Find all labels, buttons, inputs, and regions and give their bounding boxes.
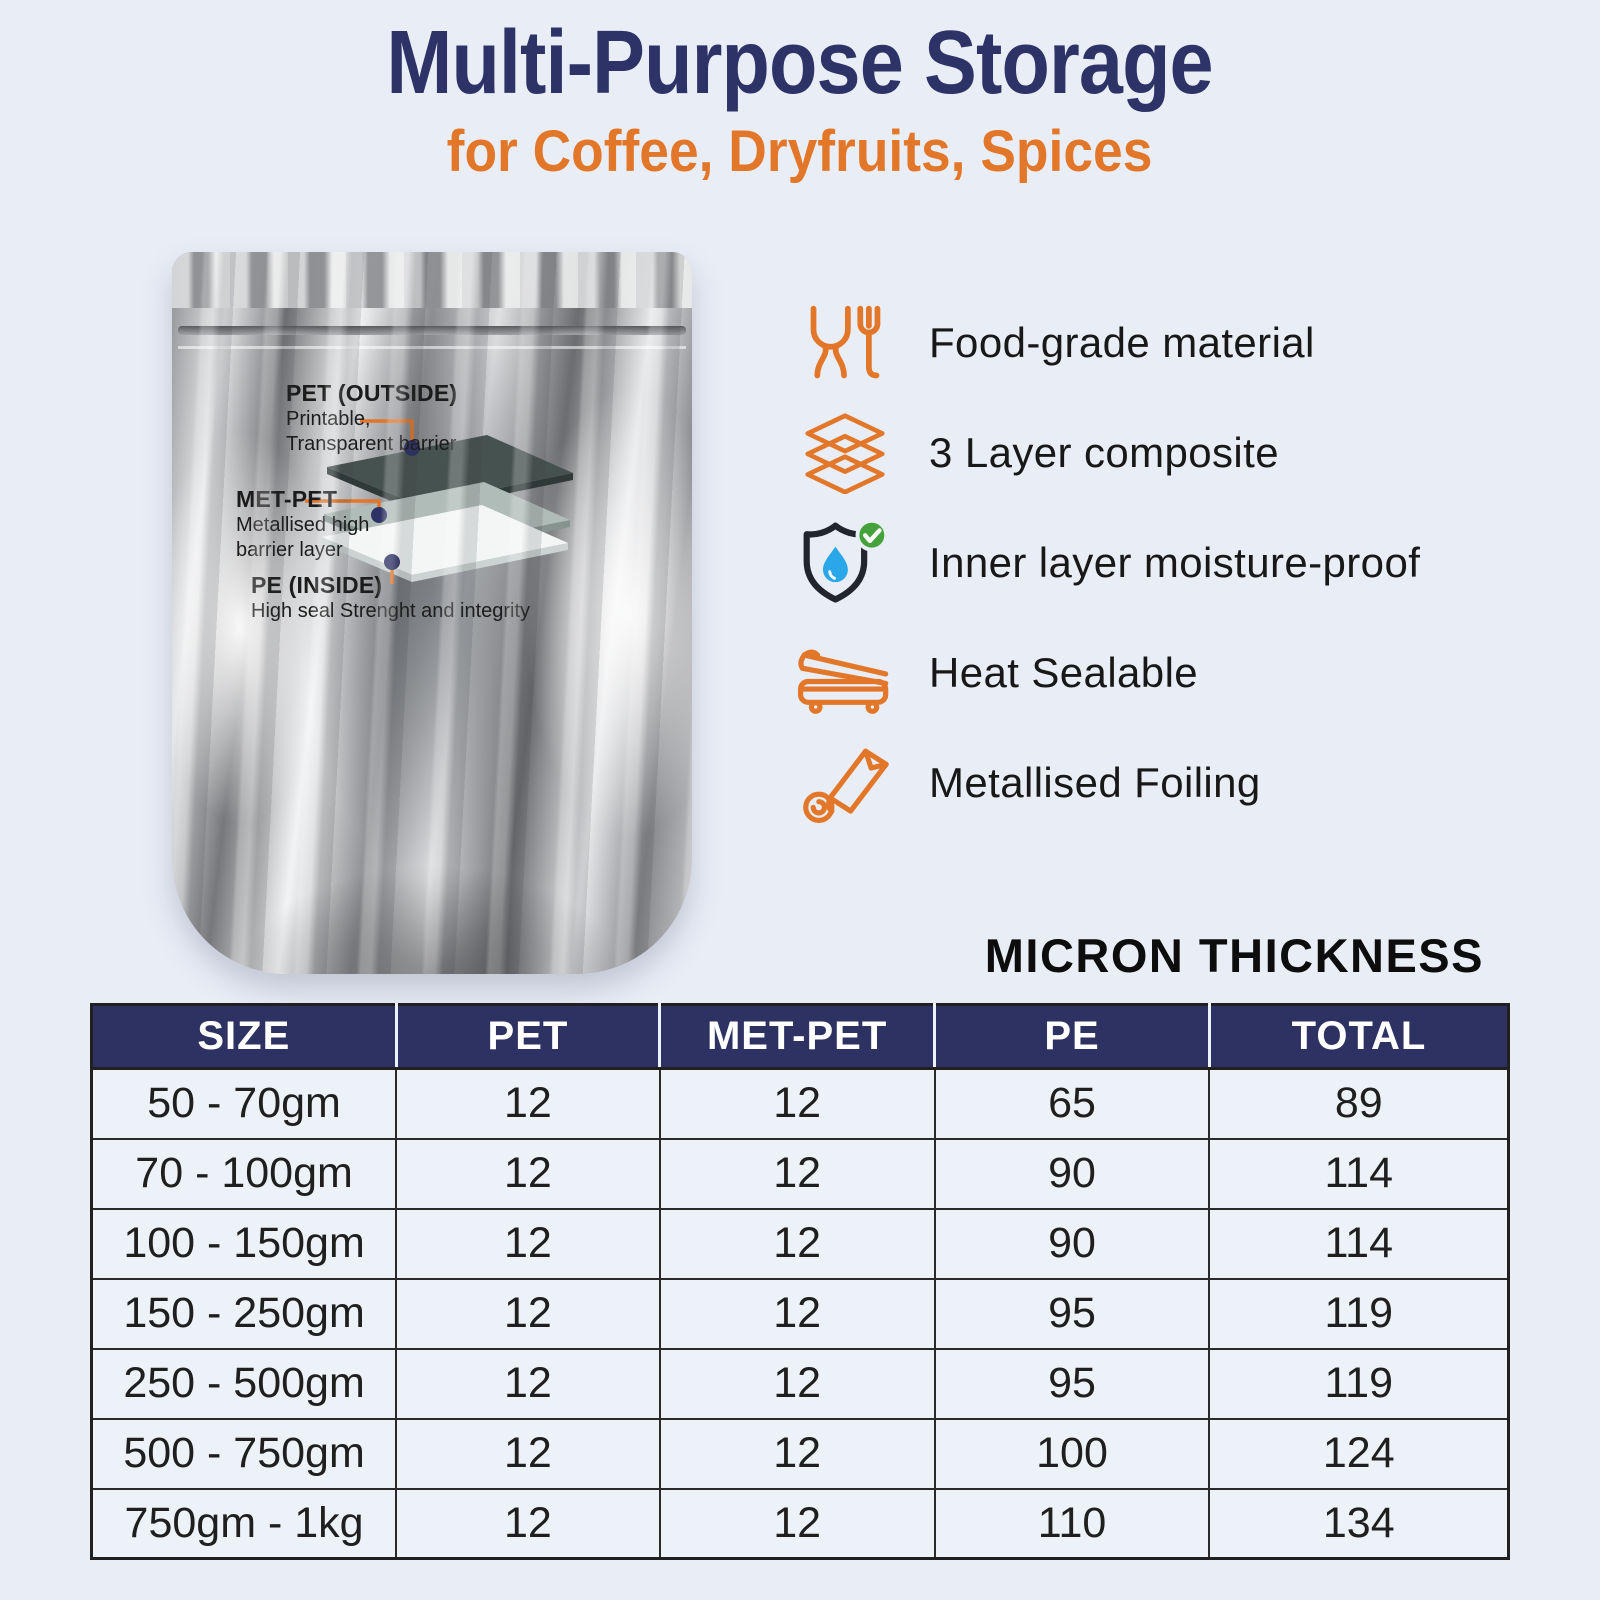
food-grade-icon	[793, 298, 897, 388]
table-cell: 50 - 70gm	[90, 1067, 398, 1140]
table-cell: 250 - 500gm	[90, 1347, 398, 1420]
pe-layer-label: PE (INSIDE) High seal Strenght and integ…	[251, 572, 530, 624]
table-cell: 150 - 250gm	[90, 1277, 398, 1350]
pouch-zipper	[178, 326, 686, 335]
pouch-crimp-seal	[172, 252, 692, 308]
table-cell: 12	[395, 1277, 661, 1350]
pe-layer-desc-1: High seal Strenght and integrity	[251, 600, 531, 622]
table-cell: 750gm - 1kg	[90, 1487, 398, 1560]
table-cell: 70 - 100gm	[90, 1137, 398, 1210]
column-header-metpet: MET-PET	[658, 1004, 935, 1070]
table-cell: 89	[1208, 1067, 1510, 1140]
feature-list: Food-grade material 3 Layer composite	[793, 298, 1420, 828]
table-row: 150 - 250gm 12 12 95 119	[90, 1277, 1510, 1350]
table-cell: 114	[1208, 1137, 1510, 1210]
column-header-pe: PE	[933, 1004, 1210, 1070]
metpet-layer-desc-2: barrier layer	[236, 539, 343, 561]
table-row: 70 - 100gm 12 12 90 114	[90, 1137, 1510, 1210]
table-cell: 12	[658, 1277, 936, 1350]
table-cell: 12	[658, 1137, 936, 1210]
table-cell: 100 - 150gm	[90, 1207, 398, 1280]
table-cell: 12	[395, 1347, 661, 1420]
table-cell: 12	[658, 1347, 936, 1420]
table-row: 50 - 70gm 12 12 65 89	[90, 1067, 1510, 1140]
heat-sealer-icon	[793, 628, 897, 718]
table-row: 100 - 150gm 12 12 90 114	[90, 1207, 1510, 1280]
layer-diagram	[305, 419, 573, 584]
table-cell: 12	[658, 1207, 936, 1280]
feature-metallised-foiling: Metallised Foiling	[793, 738, 1420, 828]
table-cell: 12	[395, 1067, 661, 1140]
feature-label: 3 Layer composite	[929, 429, 1279, 476]
table-header-row: SIZE PET MET-PET PE TOTAL	[91, 1004, 1509, 1070]
table-cell: 12	[658, 1417, 936, 1490]
table-row: 500 - 750gm 12 12 100 124	[90, 1417, 1510, 1490]
page-subtitle: for Coffee, Dryfruits, Spices	[447, 119, 1153, 184]
foil-roll-icon	[793, 738, 897, 828]
metpet-layer-desc-1: Metallised high	[236, 514, 370, 536]
column-header-pet: PET	[394, 1004, 660, 1070]
pe-layer-name: PE (INSIDE)	[251, 572, 383, 598]
table-cell: 95	[933, 1347, 1211, 1420]
feature-label: Inner layer moisture-proof	[929, 539, 1421, 586]
layers-icon	[793, 408, 897, 498]
feature-moisture-proof: Inner layer moisture-proof	[793, 518, 1420, 608]
table-cell: 12	[658, 1487, 936, 1560]
table-cell: 65	[933, 1067, 1211, 1140]
table-row: 750gm - 1kg 12 12 110 134	[90, 1487, 1510, 1560]
metpet-layer-name: MET-PET	[236, 486, 338, 512]
table-row: 250 - 500gm 12 12 95 119	[90, 1347, 1510, 1420]
table-cell: 90	[933, 1137, 1211, 1210]
micron-thickness-table: SIZE PET MET-PET PE TOTAL 50 - 70gm 12 1…	[90, 1003, 1510, 1560]
pet-layer-label: PET (OUTSIDE) Printable, Transparent bar…	[286, 380, 457, 457]
table-cell: 110	[933, 1487, 1211, 1560]
feature-label: Heat Sealable	[929, 649, 1199, 696]
table-cell: 12	[658, 1067, 936, 1140]
feature-3-layer: 3 Layer composite	[793, 408, 1420, 498]
feature-label: Metallised Foiling	[929, 759, 1261, 806]
metpet-layer-label: MET-PET Metallised high barrier layer	[236, 486, 369, 563]
table-cell: 114	[1208, 1207, 1510, 1280]
table-cell: 119	[1208, 1277, 1510, 1350]
table-cell: 124	[1208, 1417, 1510, 1490]
page-title: Multi-Purpose Storage	[386, 13, 1214, 113]
table-cell: 12	[395, 1207, 661, 1280]
table-cell: 12	[395, 1137, 661, 1210]
table-cell: 90	[933, 1207, 1211, 1280]
table-cell: 500 - 750gm	[90, 1417, 398, 1490]
table-cell: 95	[933, 1277, 1211, 1350]
pet-layer-desc-1: Printable,	[286, 408, 371, 430]
table-title: MICRON THICKNESS	[984, 929, 1484, 982]
table-cell: 12	[395, 1487, 661, 1560]
table-cell: 119	[1208, 1347, 1510, 1420]
pouch-seam-highlight	[178, 346, 686, 349]
feature-heat-sealable: Heat Sealable	[793, 628, 1420, 718]
feature-food-grade: Food-grade material	[793, 298, 1420, 388]
pet-layer-desc-2: Transparent barrier	[286, 433, 457, 455]
column-header-size: SIZE	[91, 1004, 397, 1070]
table-cell: 12	[395, 1417, 661, 1490]
moisture-shield-icon	[793, 518, 897, 608]
table-cell: 134	[1208, 1487, 1510, 1560]
foil-pouch-image: PET (OUTSIDE) Printable, Transparent bar…	[172, 252, 692, 974]
pet-layer-name: PET (OUTSIDE)	[286, 380, 458, 406]
feature-label: Food-grade material	[929, 319, 1315, 366]
column-header-total: TOTAL	[1207, 1004, 1509, 1070]
table-cell: 100	[933, 1417, 1211, 1490]
